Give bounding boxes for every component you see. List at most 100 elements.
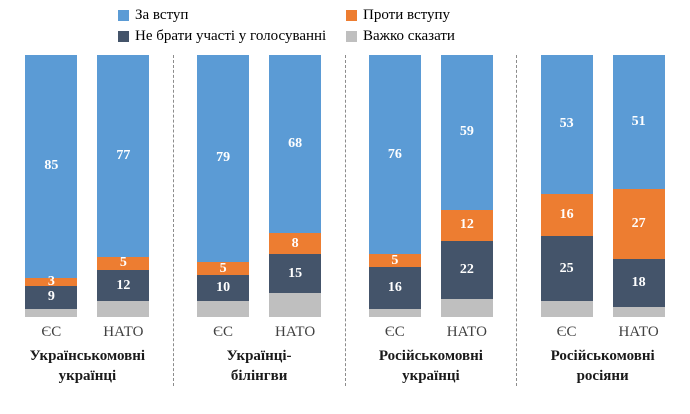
segment-value-label: 51 bbox=[631, 113, 646, 129]
segment-value-label: 10 bbox=[216, 280, 231, 296]
bars-row: 53 16 25 51 27 18 bbox=[540, 55, 665, 317]
bar-segment bbox=[440, 298, 493, 317]
segment-value-label: 16 bbox=[559, 206, 574, 222]
bar-group: 76 5 16 59 12 22 ЄС НАТО Російськомовні українці bbox=[346, 55, 518, 386]
segment-value-label: 77 bbox=[116, 147, 131, 163]
category-row: ЄС НАТО bbox=[197, 324, 321, 341]
bar-segment bbox=[368, 309, 421, 317]
group-label: Українськомовні українці bbox=[29, 348, 146, 384]
bar-segment bbox=[97, 301, 150, 317]
bar-segment bbox=[269, 293, 322, 317]
bar-segment: 79 bbox=[197, 55, 250, 262]
stacked-bar: 53 16 25 bbox=[540, 55, 593, 317]
category-label: ЄС bbox=[556, 324, 577, 340]
segment-value-label: 12 bbox=[116, 277, 131, 293]
segment-value-label: 68 bbox=[288, 136, 303, 152]
legend-item: Важко сказати bbox=[346, 27, 455, 45]
segment-value-label: 5 bbox=[391, 252, 399, 268]
bar-segment: 22 bbox=[440, 241, 493, 299]
bar-segment bbox=[25, 309, 78, 317]
category-label: НАТО bbox=[618, 324, 659, 340]
legend-swatch bbox=[346, 30, 357, 42]
legend-column: Проти вступу Важко сказати bbox=[346, 6, 455, 45]
segment-value-label: 8 bbox=[291, 235, 299, 251]
bar-segment: 25 bbox=[540, 235, 593, 302]
group-label: Російськомовні українці bbox=[378, 348, 483, 384]
legend-item: Проти вступу bbox=[346, 6, 455, 24]
bar-segment: 76 bbox=[368, 55, 421, 255]
bar-segment: 59 bbox=[440, 55, 493, 210]
legend-label: Не брати участі у голосуванні bbox=[135, 28, 327, 44]
bar-segment: 12 bbox=[97, 269, 150, 302]
category-row: ЄС НАТО bbox=[25, 324, 149, 341]
stacked-bar: 68 8 15 bbox=[269, 55, 322, 317]
category-row: ЄС НАТО bbox=[541, 324, 665, 341]
category-label: ЄС bbox=[384, 324, 405, 340]
segment-value-label: 18 bbox=[631, 274, 646, 290]
segment-value-label: 12 bbox=[459, 217, 474, 233]
segment-value-label: 5 bbox=[219, 260, 227, 276]
stacked-bar: 85 3 9 bbox=[25, 55, 78, 317]
segment-value-label: 27 bbox=[631, 215, 646, 231]
bar-segment: 9 bbox=[25, 285, 78, 310]
stacked-bar: 79 5 10 bbox=[197, 55, 250, 317]
category-label: ЄС bbox=[41, 324, 62, 340]
legend-item: За вступ bbox=[118, 6, 346, 24]
bar-segment bbox=[612, 306, 665, 317]
bar-group: 85 3 9 77 5 12 ЄС НАТО Українськомовні українці bbox=[2, 55, 174, 386]
bar-segment: 5 bbox=[197, 260, 250, 276]
legend-swatch bbox=[118, 9, 129, 21]
bars-row: 79 5 10 68 8 15 bbox=[197, 55, 322, 317]
bar-segment: 68 bbox=[269, 55, 322, 234]
bar-segment: 3 bbox=[25, 273, 78, 289]
group-label: Російськомовні росіяни bbox=[550, 348, 655, 384]
bar-segment: 51 bbox=[612, 55, 665, 189]
bar-segment: 18 bbox=[612, 259, 665, 307]
segment-value-label: 25 bbox=[559, 260, 574, 276]
stacked-bar: 51 27 18 bbox=[612, 55, 665, 317]
legend-label: Проти вступу bbox=[363, 7, 451, 23]
segment-value-label: 15 bbox=[288, 265, 303, 281]
segment-value-label: 16 bbox=[387, 280, 402, 296]
segment-value-label: 9 bbox=[47, 289, 55, 305]
legend-label: Важко сказати bbox=[363, 28, 455, 44]
category-label: НАТО bbox=[275, 324, 316, 340]
stacked-bar: 77 5 12 bbox=[97, 55, 150, 317]
bar-segment: 10 bbox=[197, 275, 250, 302]
legend-label: За вступ bbox=[135, 7, 189, 23]
segment-value-label: 3 bbox=[47, 273, 55, 289]
stacked-bar: 59 12 22 bbox=[440, 55, 493, 317]
bar-segment: 85 bbox=[25, 55, 78, 278]
category-label: НАТО bbox=[103, 324, 144, 340]
category-row: ЄС НАТО bbox=[369, 324, 493, 341]
bar-segment: 27 bbox=[612, 188, 665, 260]
legend-item: Не брати участі у голосуванні bbox=[118, 27, 346, 45]
bar-segment bbox=[197, 301, 250, 317]
bars-row: 85 3 9 77 5 12 bbox=[25, 55, 150, 317]
bar-segment: 15 bbox=[269, 254, 322, 294]
category-label: НАТО bbox=[446, 324, 487, 340]
segment-value-label: 79 bbox=[216, 150, 231, 166]
segment-value-label: 76 bbox=[387, 146, 402, 162]
bar-segment: 77 bbox=[97, 55, 150, 257]
bar-segment: 53 bbox=[540, 55, 593, 194]
plot-area: 85 3 9 77 5 12 ЄС НАТО Українськомовні українці 7… bbox=[2, 55, 688, 386]
legend-column: За вступ Не брати участі у голосуванні bbox=[118, 6, 346, 45]
group-label: Українці- білінгви bbox=[226, 348, 292, 384]
bar-segment: 16 bbox=[540, 193, 593, 236]
bar-group: 53 16 25 51 27 18 ЄС НАТО Російськомовні росіяни bbox=[517, 55, 688, 386]
bar-segment bbox=[540, 301, 593, 317]
bar-segment: 8 bbox=[269, 233, 322, 255]
segment-value-label: 22 bbox=[459, 261, 474, 277]
legend-swatch bbox=[346, 9, 357, 21]
segment-value-label: 59 bbox=[459, 124, 474, 140]
bar-segment: 5 bbox=[368, 252, 421, 268]
bar-segment: 5 bbox=[97, 256, 150, 270]
bar-segment: 16 bbox=[368, 267, 421, 310]
segment-value-label: 85 bbox=[44, 158, 59, 174]
bar-segment: 12 bbox=[440, 209, 493, 242]
legend-swatch bbox=[118, 30, 129, 42]
bars-row: 76 5 16 59 12 22 bbox=[368, 55, 493, 317]
stacked-bar: 76 5 16 bbox=[368, 55, 421, 317]
